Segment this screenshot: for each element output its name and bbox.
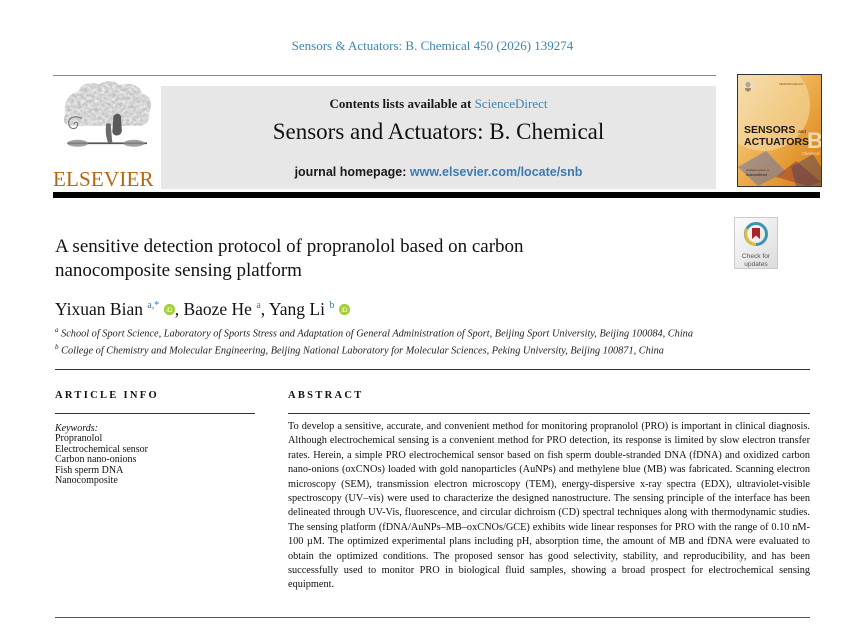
svg-text:iD: iD: [166, 307, 172, 314]
svg-text:SENSORS AND ACT.: SENSORS AND ACT.: [779, 82, 804, 86]
svg-text:Available online at: Available online at: [746, 168, 769, 172]
svg-text:ACTUATORS: ACTUATORS: [744, 136, 809, 148]
svg-text:ScienceDirect: ScienceDirect: [746, 173, 768, 177]
svg-text:SENSORS and: SENSORS and: [744, 124, 806, 136]
svg-text:iD: iD: [341, 307, 347, 314]
svg-text:Chemical: Chemical: [802, 151, 820, 156]
svg-text:B: B: [807, 128, 821, 153]
